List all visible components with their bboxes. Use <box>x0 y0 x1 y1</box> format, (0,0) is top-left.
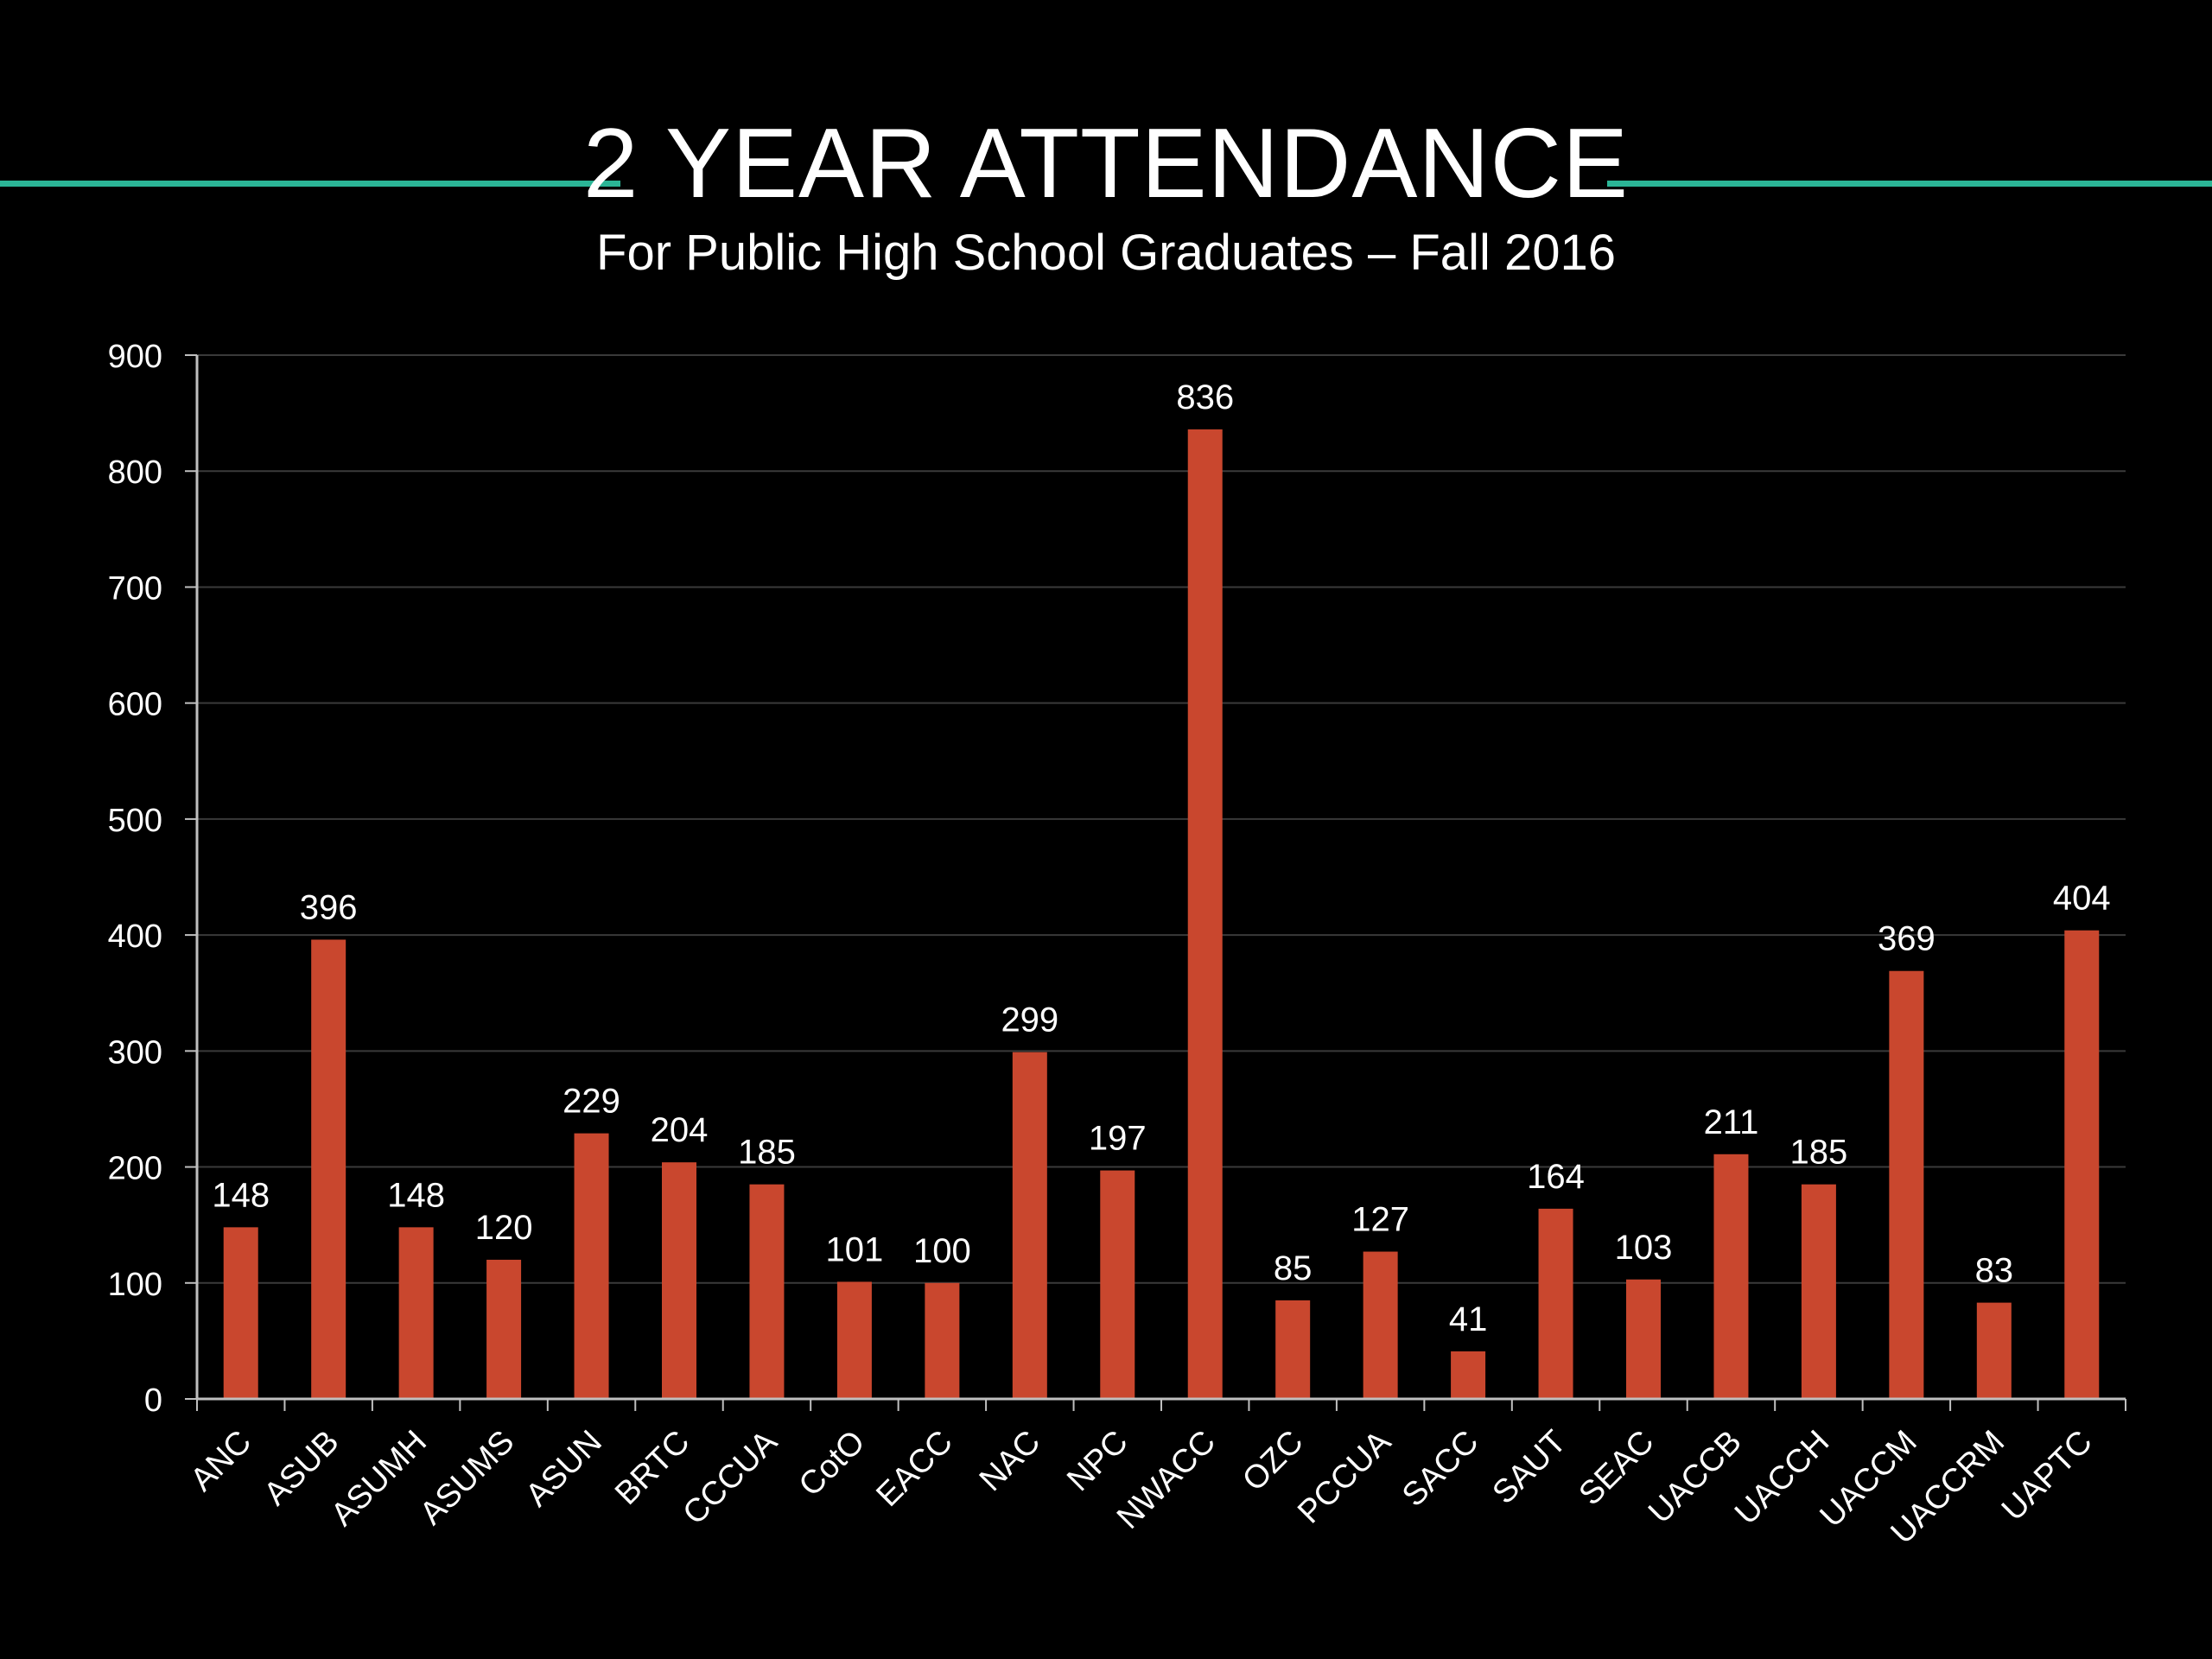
x-tick-label: ASUMS <box>413 1424 521 1532</box>
gridlines <box>197 354 2126 1284</box>
bar <box>1363 1251 1398 1399</box>
data-label: 185 <box>1790 1134 1848 1172</box>
data-label: 396 <box>300 888 358 926</box>
bar <box>1889 970 1924 1399</box>
data-label: 836 <box>1176 378 1234 416</box>
bar <box>925 1282 960 1399</box>
data-label: 101 <box>826 1230 884 1268</box>
data-label: 148 <box>212 1176 270 1214</box>
bar <box>1713 1154 1749 1399</box>
bar <box>398 1227 434 1399</box>
data-label: 148 <box>387 1176 445 1214</box>
x-tick-label: NAC <box>973 1424 1047 1498</box>
y-axis: 0 100 200 300 400 500 600 700 800 900 <box>108 339 199 1419</box>
data-label: 204 <box>651 1111 709 1149</box>
bar <box>1976 1302 2012 1399</box>
data-label: 299 <box>1001 1001 1058 1039</box>
y-tick-label: 0 <box>144 1382 162 1419</box>
chart-title: 2 YEAR ATTENDANCE <box>582 109 1630 219</box>
bar <box>1626 1279 1661 1399</box>
data-label: 127 <box>1351 1201 1409 1239</box>
bar <box>749 1184 785 1399</box>
y-tick-label: 500 <box>108 803 162 839</box>
x-tick-label: ANC <box>184 1424 258 1498</box>
data-label: 211 <box>1704 1103 1759 1141</box>
y-tick-label: 800 <box>108 454 162 491</box>
bar <box>1538 1208 1573 1399</box>
bar <box>836 1281 872 1399</box>
x-tick-label: EACC <box>869 1424 959 1514</box>
bar <box>1451 1351 1486 1399</box>
bar <box>486 1259 522 1399</box>
bar <box>311 939 346 1399</box>
y-tick-label: 200 <box>108 1151 162 1187</box>
y-tick-label: 700 <box>108 570 162 607</box>
x-tick-label: CCCUA <box>677 1423 785 1532</box>
bar <box>574 1133 609 1399</box>
x-tick-label: UACCB <box>1642 1424 1749 1531</box>
data-label: 120 <box>475 1209 533 1247</box>
y-tick-label: 900 <box>108 339 162 375</box>
x-tick-label: PCCUA <box>1291 1423 1398 1530</box>
x-tick-label: ASUMH <box>324 1424 434 1534</box>
x-tick-label: SACC <box>1395 1424 1485 1514</box>
data-label: 229 <box>563 1083 620 1121</box>
bar <box>1012 1052 1047 1399</box>
data-label: 103 <box>1615 1229 1673 1267</box>
data-label: 83 <box>1975 1252 2014 1290</box>
title-rule-right <box>1607 181 2212 187</box>
data-label: 85 <box>1274 1249 1313 1287</box>
bar <box>1801 1184 1836 1399</box>
y-tick-label: 600 <box>108 687 162 723</box>
bar <box>2064 930 2100 1399</box>
bar <box>662 1162 696 1399</box>
title-rule-left <box>0 181 620 187</box>
bar <box>1275 1300 1311 1399</box>
x-tick-label: OZC <box>1236 1424 1310 1498</box>
y-tick-label: 300 <box>108 1034 162 1071</box>
x-tick-label: NPC <box>1060 1424 1135 1498</box>
bars <box>223 429 2100 1399</box>
data-label: 100 <box>913 1232 971 1270</box>
x-tick-label: ASUN <box>519 1424 609 1514</box>
bar <box>223 1227 258 1399</box>
data-label: 164 <box>1527 1158 1585 1196</box>
bar <box>1187 429 1223 1399</box>
x-tick-label: SAUT <box>1486 1424 1573 1511</box>
data-label: 197 <box>1089 1120 1147 1158</box>
x-tick-label: UAPTC <box>1995 1424 2100 1529</box>
x-tick-label: CotO <box>792 1424 872 1503</box>
title-area: 2 YEAR ATTENDANCE <box>0 86 2212 225</box>
data-label: 185 <box>738 1134 796 1172</box>
data-label: 404 <box>2053 880 2111 918</box>
bar <box>1100 1170 1135 1399</box>
data-labels: 148 396 148 120 229 204 185 101 100 299 197 836 85 12… <box>212 378 2110 1338</box>
y-tick-label: 400 <box>108 918 162 955</box>
data-label: 41 <box>1449 1300 1488 1338</box>
y-tick-label: 100 <box>108 1267 162 1303</box>
x-tick-label: NWACC <box>1110 1424 1223 1536</box>
data-label: 369 <box>1878 920 1936 958</box>
chart-subtitle: For Public High School Graduates – Fall … <box>596 225 1616 281</box>
